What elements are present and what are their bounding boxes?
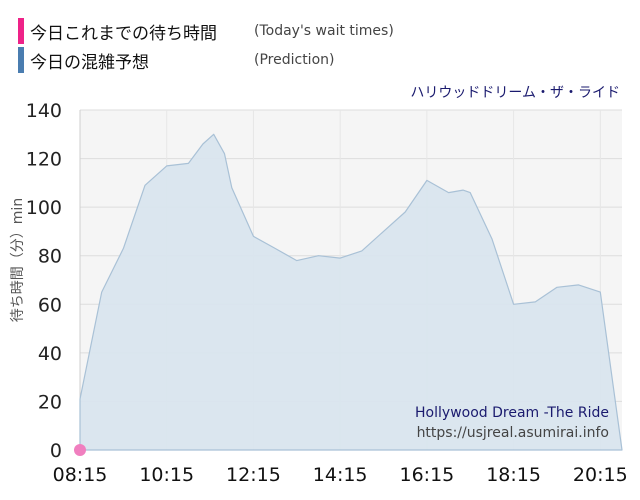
x-tick-label: 14:15 (313, 464, 368, 486)
legend-swatch-actual (18, 18, 24, 44)
legend-item-actual: 今日これまでの待ち時間 (Today's wait times) (18, 18, 394, 44)
y-tick-label: 80 (38, 246, 62, 268)
x-tick-label: 08:15 (53, 464, 108, 486)
ride-name-english: Hollywood Dream -The Ride (415, 405, 609, 421)
y-tick-label: 100 (26, 197, 62, 219)
legend-item-prediction: 今日の混雑予想 (Prediction) (18, 47, 334, 73)
x-tick-label: 10:15 (139, 464, 194, 486)
y-axis: 0 20 40 60 80 100 120 140 (26, 100, 62, 462)
x-tick-label: 20:15 (573, 464, 628, 486)
source-url: https://usjreal.asumirai.info (417, 425, 609, 441)
legend-english-actual: (Today's wait times) (254, 23, 394, 39)
y-tick-label: 120 (26, 149, 62, 171)
legend: 今日これまでの待ち時間 (Today's wait times) 今日の混雑予想… (0, 0, 640, 80)
series-areas (74, 133, 623, 456)
x-tick-label: 12:15 (226, 464, 281, 486)
x-tick-label: 16:15 (399, 464, 454, 486)
chart-title: ハリウッドドリーム・ザ・ライド (410, 85, 620, 101)
y-tick-label: 20 (38, 391, 62, 413)
y-axis-label: 待ち時間（分）min (10, 198, 26, 322)
x-axis: 08:15 10:15 12:15 14:15 16:15 18:15 20:15 (53, 464, 628, 486)
legend-swatch-prediction (18, 47, 24, 73)
legend-label-prediction: 今日の混雑予想 (30, 52, 149, 73)
y-tick-label: 60 (38, 294, 62, 316)
y-tick-label: 140 (26, 100, 62, 122)
legend-label-actual: 今日これまでの待ち時間 (30, 23, 217, 44)
y-tick-label: 40 (38, 343, 62, 365)
legend-english-prediction: (Prediction) (254, 52, 335, 68)
actual-wait-point (74, 444, 86, 456)
y-tick-label: 0 (50, 440, 62, 462)
x-tick-label: 18:15 (486, 464, 541, 486)
prediction-area (79, 133, 623, 451)
